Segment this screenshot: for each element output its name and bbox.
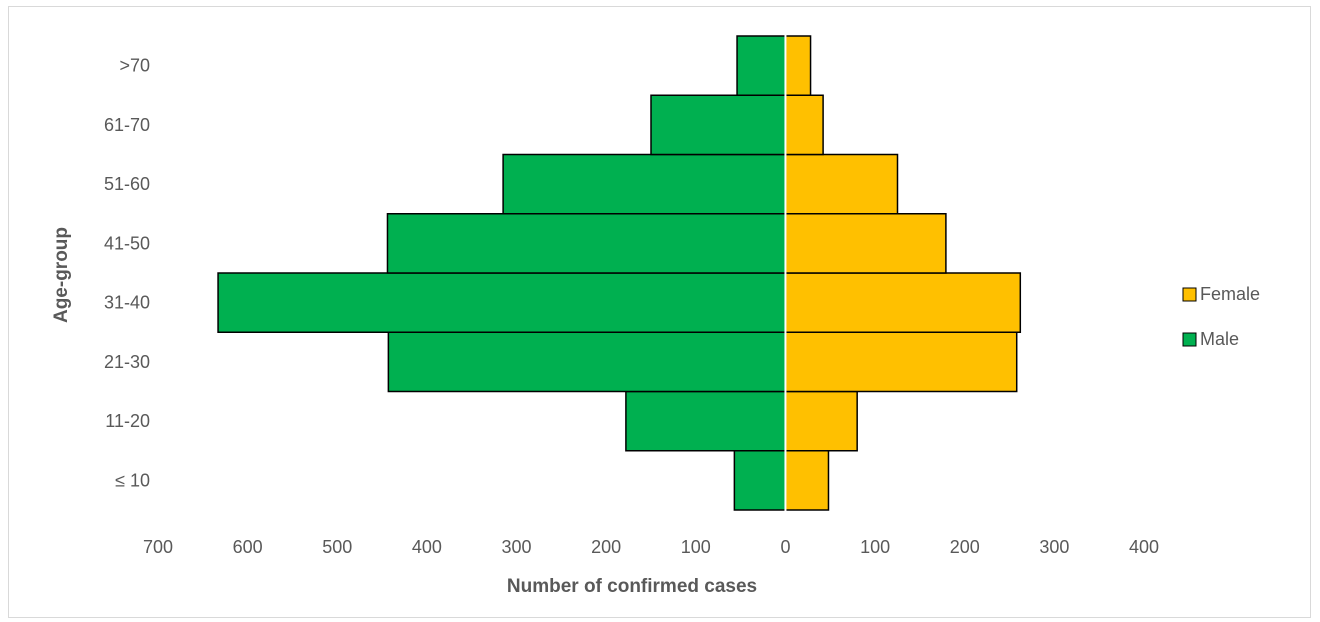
bar-male-4 (386, 213, 787, 274)
bar-female-2 (784, 331, 1018, 393)
y-tick-label-1: 11-20 (105, 411, 150, 431)
x-tick-label-10: 300 (1039, 537, 1069, 557)
y-tick-label-3: 31-40 (104, 293, 150, 313)
y-tick-label-4: 41-50 (104, 233, 150, 253)
x-tick-label-7: 0 (780, 537, 790, 557)
x-tick-labels: 700 600 500 400 300 200 100 0 100 200 300 400 (143, 537, 1159, 557)
bar-male-7 (736, 35, 787, 96)
x-tick-label-3: 400 (412, 537, 442, 557)
y-tick-label-0: ≤ 10 (115, 470, 150, 490)
x-tick-label-5: 200 (591, 537, 621, 557)
bar-female-7 (784, 35, 812, 96)
bars-layer (217, 35, 1022, 511)
x-tick-label-1: 600 (233, 537, 263, 557)
bar-female-5 (784, 153, 899, 215)
bar-male-3 (217, 272, 787, 333)
x-axis-title: Number of confirmed cases (507, 576, 757, 597)
bar-female-1 (784, 390, 858, 452)
bar-female-6 (784, 94, 824, 156)
y-tick-label-6: 61-70 (104, 115, 150, 135)
y-axis-title: Age-group (51, 227, 72, 323)
bar-male-5 (502, 153, 787, 215)
bar-male-2 (387, 331, 787, 393)
y-tick-labels: ≤ 10 11-20 21-30 31-40 41-50 51-60 61-70 >70 (104, 56, 150, 491)
x-tick-label-2: 500 (322, 537, 352, 557)
x-tick-label-0: 700 (143, 537, 173, 557)
chart-frame (8, 6, 1311, 618)
y-tick-label-7: >70 (119, 56, 150, 76)
bar-male-0 (733, 450, 787, 511)
y-tick-label-5: 51-60 (104, 174, 150, 194)
legend: Female Male (1182, 284, 1260, 349)
legend-swatch-female (1182, 287, 1197, 302)
legend-label-male: Male (1200, 329, 1239, 349)
x-tick-label-6: 100 (681, 537, 711, 557)
legend-swatch-male (1182, 332, 1197, 347)
bar-female-3 (784, 272, 1022, 333)
x-tick-label-9: 200 (950, 537, 980, 557)
y-tick-label-2: 21-30 (104, 352, 150, 372)
bar-male-6 (650, 94, 787, 156)
bar-male-1 (625, 390, 787, 452)
bar-female-4 (784, 213, 947, 274)
x-tick-label-11: 400 (1129, 537, 1159, 557)
x-tick-label-8: 100 (860, 537, 890, 557)
bar-female-0 (784, 450, 830, 511)
legend-label-female: Female (1200, 284, 1260, 304)
x-tick-label-4: 300 (502, 537, 532, 557)
